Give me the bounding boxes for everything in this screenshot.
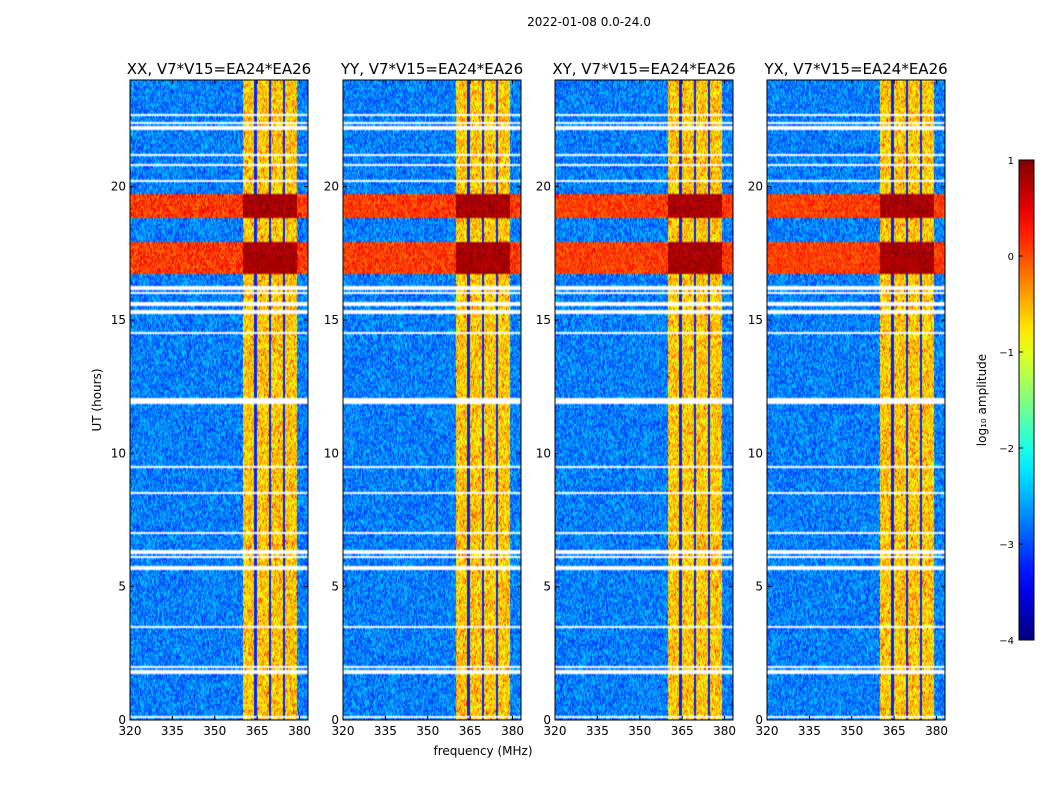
y-axis-label: UT (hours): [90, 368, 104, 431]
colorbar-tick-label: −3: [999, 540, 1014, 551]
y-tick-label: 20: [748, 180, 763, 194]
colorbar-gradient: [1018, 159, 1035, 641]
colorbar-label: log₁₀ amplitude: [975, 354, 989, 446]
panel-frame-3: [766, 79, 946, 721]
panel-frame-1: [342, 79, 522, 721]
colorbar: 1 0 −1 −2 −3 −4: [999, 156, 1035, 647]
colorbar-tick-label: −4: [999, 636, 1014, 647]
y-tick-label: 20: [111, 180, 126, 194]
y-tick-label: 10: [748, 446, 763, 460]
y-tick-label: 10: [111, 446, 126, 460]
colorbar-tick-label: 1: [1008, 156, 1014, 167]
y-tick-label: 15: [324, 313, 339, 327]
y-tick-label: 0: [331, 713, 339, 727]
figure-suptitle: 2022-01-08 0.0-24.0: [527, 15, 651, 29]
x-tick-label: 335: [798, 724, 821, 738]
x-tick-label: 320: [756, 724, 779, 738]
y-tick-label: 0: [118, 713, 126, 727]
y-tick-label: 20: [324, 180, 339, 194]
x-tick-label: 335: [586, 724, 609, 738]
y-tick-label: 0: [543, 713, 551, 727]
panel-0: XX, V7*V15=EA24*EA26 320 335 350 365 380 0 5 10 1…: [111, 60, 312, 738]
heatmap-image-1: [343, 80, 521, 720]
x-tick-label: 335: [161, 724, 184, 738]
y-tick-label: 0: [755, 713, 763, 727]
panel-title-2: XY, V7*V15=EA24*EA26: [552, 60, 735, 78]
y-tick-label: 15: [111, 313, 126, 327]
x-tick-label: 320: [332, 724, 355, 738]
panel-title-1: YY, V7*V15=EA24*EA26: [340, 60, 523, 78]
x-axis-label: frequency (MHz): [433, 744, 532, 758]
panel-title-0: XX, V7*V15=EA24*EA26: [127, 60, 311, 78]
x-tick-label: 380: [713, 724, 736, 738]
panel-1: YY, V7*V15=EA24*EA26 320 335 350 365 380 0 5 10 1…: [324, 60, 524, 738]
panel-3: YX, V7*V15=EA24*EA26 320 335 350 365 380 0 5 10 1…: [748, 60, 948, 738]
colorbar-tick-label: −2: [999, 444, 1014, 455]
x-tick-label: 350: [203, 724, 226, 738]
x-tick-label: 320: [544, 724, 567, 738]
y-tick-label: 10: [324, 446, 339, 460]
panel-frame-0: [129, 79, 309, 721]
heatmap-image-0: [130, 80, 308, 720]
x-tick-label: 365: [883, 724, 906, 738]
x-tick-label: 380: [501, 724, 524, 738]
y-tick-label: 15: [748, 313, 763, 327]
x-tick-label: 320: [119, 724, 142, 738]
panels: XX, V7*V15=EA24*EA26 320 335 350 365 380 0 5 10 1…: [111, 60, 948, 738]
y-tick-label: 5: [118, 580, 126, 594]
x-tick-label: 365: [246, 724, 269, 738]
colorbar-tick-label: 0: [1008, 252, 1014, 263]
x-tick-label: 350: [628, 724, 651, 738]
x-tick-label: 365: [671, 724, 694, 738]
colorbar-tick-label: −1: [999, 348, 1014, 359]
x-tick-label: 350: [416, 724, 439, 738]
panel-frame-2: [554, 79, 734, 721]
heatmap-image-3: [767, 80, 945, 720]
panel-title-3: YX, V7*V15=EA24*EA26: [763, 60, 947, 78]
y-tick-label: 5: [543, 580, 551, 594]
y-tick-label: 20: [536, 180, 551, 194]
x-tick-label: 380: [288, 724, 311, 738]
x-tick-label: 335: [374, 724, 397, 738]
y-tick-label: 10: [536, 446, 551, 460]
x-tick-label: 350: [840, 724, 863, 738]
y-tick-label: 15: [536, 313, 551, 327]
x-tick-label: 380: [925, 724, 948, 738]
x-tick-label: 365: [459, 724, 482, 738]
heatmap-image-2: [555, 80, 733, 720]
y-tick-label: 5: [331, 580, 339, 594]
y-tick-label: 5: [755, 580, 763, 594]
panel-2: XY, V7*V15=EA24*EA26 320 335 350 365 380 0 5 10 1…: [536, 60, 736, 738]
